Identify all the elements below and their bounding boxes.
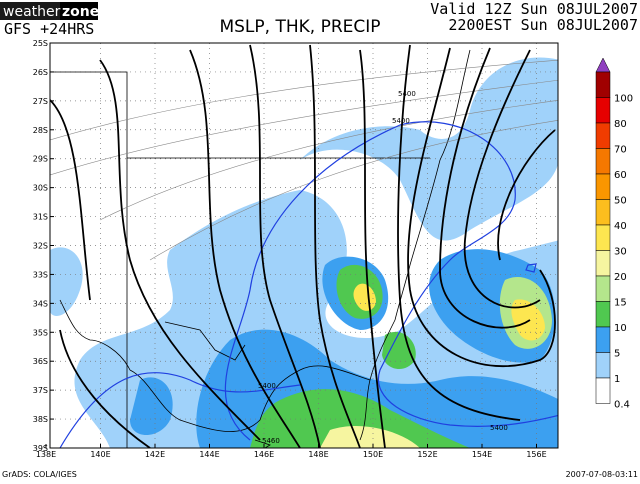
colorbar-swatch: [595, 275, 611, 302]
logo: weather: [3, 4, 61, 20]
lon-label: 142E: [145, 450, 165, 459]
colorbar-swatch: [595, 326, 611, 353]
lat-label: 37S: [33, 386, 48, 395]
lat-label: 26S: [33, 68, 48, 77]
footer-credit: GrADS: COLA/IGES: [2, 470, 77, 479]
colorbar-label: 1: [614, 374, 620, 385]
lat-label: 27S: [33, 97, 48, 106]
mslp-isobars: [50, 44, 556, 448]
lat-label: 39S: [33, 444, 48, 453]
colorbar-swatch: [595, 377, 611, 404]
lat-label: 34S: [33, 299, 48, 308]
contour-label: 5400: [398, 90, 416, 98]
colorbar-label: 15: [614, 298, 627, 309]
lon-label: 152E: [417, 450, 437, 459]
footer-timestamp: 2007-07-08-03:11: [566, 470, 638, 479]
local-time: 2200EST Sun 08JUL2007: [448, 16, 638, 34]
precip-heavy: [250, 264, 552, 448]
lat-label: 38S: [33, 415, 48, 424]
thickness-gray: [50, 59, 558, 261]
colorbar-label: 50: [614, 196, 627, 207]
colorbar-swatch: [595, 71, 611, 98]
lat-label: 31S: [33, 213, 48, 222]
thickness-blue: [59, 121, 558, 448]
colorbar-swatch: [595, 352, 611, 379]
contour-label: 5400: [490, 424, 508, 432]
coastline: [50, 49, 471, 448]
colorbar-label: 0.4: [614, 400, 630, 411]
lon-label: 148E: [308, 450, 328, 459]
lon-label: 150E: [363, 450, 383, 459]
colorbar-label: 20: [614, 272, 627, 283]
lon-label: 156E: [526, 450, 546, 459]
model-label: GFS +24HRS: [4, 20, 94, 38]
colorbar-label: 80: [614, 119, 627, 130]
colorbar-swatch: [595, 122, 611, 149]
logo-box: [0, 2, 60, 20]
contour-label: 5400: [258, 382, 276, 390]
lat-label: 32S: [33, 242, 48, 251]
lat-label: 28S: [33, 126, 48, 135]
contour-label: 5460: [262, 437, 280, 445]
lat-label: 33S: [33, 270, 48, 279]
colorbar-swatch: [595, 199, 611, 226]
lat-label: 36S: [33, 357, 48, 366]
lon-label: 154E: [472, 450, 492, 459]
valid-time: Valid 12Z Sun 08JUL2007: [430, 0, 638, 18]
colorbar-label: 100: [614, 94, 633, 105]
colorbar-label: 70: [614, 145, 627, 156]
lat-label: 30S: [33, 184, 48, 193]
map-title: MSLP, THK, PRECIP: [219, 17, 380, 37]
logo-box-b: [60, 2, 98, 20]
colorbar-label: 5: [614, 349, 620, 360]
colorbar-label: 60: [614, 170, 627, 181]
colorbar-swatch: [595, 301, 611, 328]
map: 5400 5400 5400 5400 5460 25S 26S 27S 28S 29S…: [33, 39, 559, 459]
colorbar: 100 80 70 60 50 40 30 20 15 10 5 1 0.4: [595, 57, 633, 411]
lat-label: 35S: [33, 328, 48, 337]
lon-label: 144E: [199, 450, 219, 459]
lat-label: 29S: [33, 155, 48, 164]
colorbar-swatch: [595, 173, 611, 200]
colorbar-label: 10: [614, 323, 627, 334]
lat-label: 25S: [33, 39, 48, 48]
lon-label: 138E: [36, 450, 56, 459]
colorbar-swatch: [595, 224, 611, 251]
colorbar-label: 40: [614, 221, 627, 232]
contour-label: 5400: [392, 117, 410, 125]
colorbar-label: 30: [614, 247, 627, 258]
colorbar-swatch: [595, 97, 611, 124]
colorbar-swatch: [595, 250, 611, 277]
logo: zone: [62, 4, 99, 20]
lon-label: 140E: [90, 450, 110, 459]
colorbar-swatch: [595, 148, 611, 175]
lon-label: 146E: [254, 450, 274, 459]
